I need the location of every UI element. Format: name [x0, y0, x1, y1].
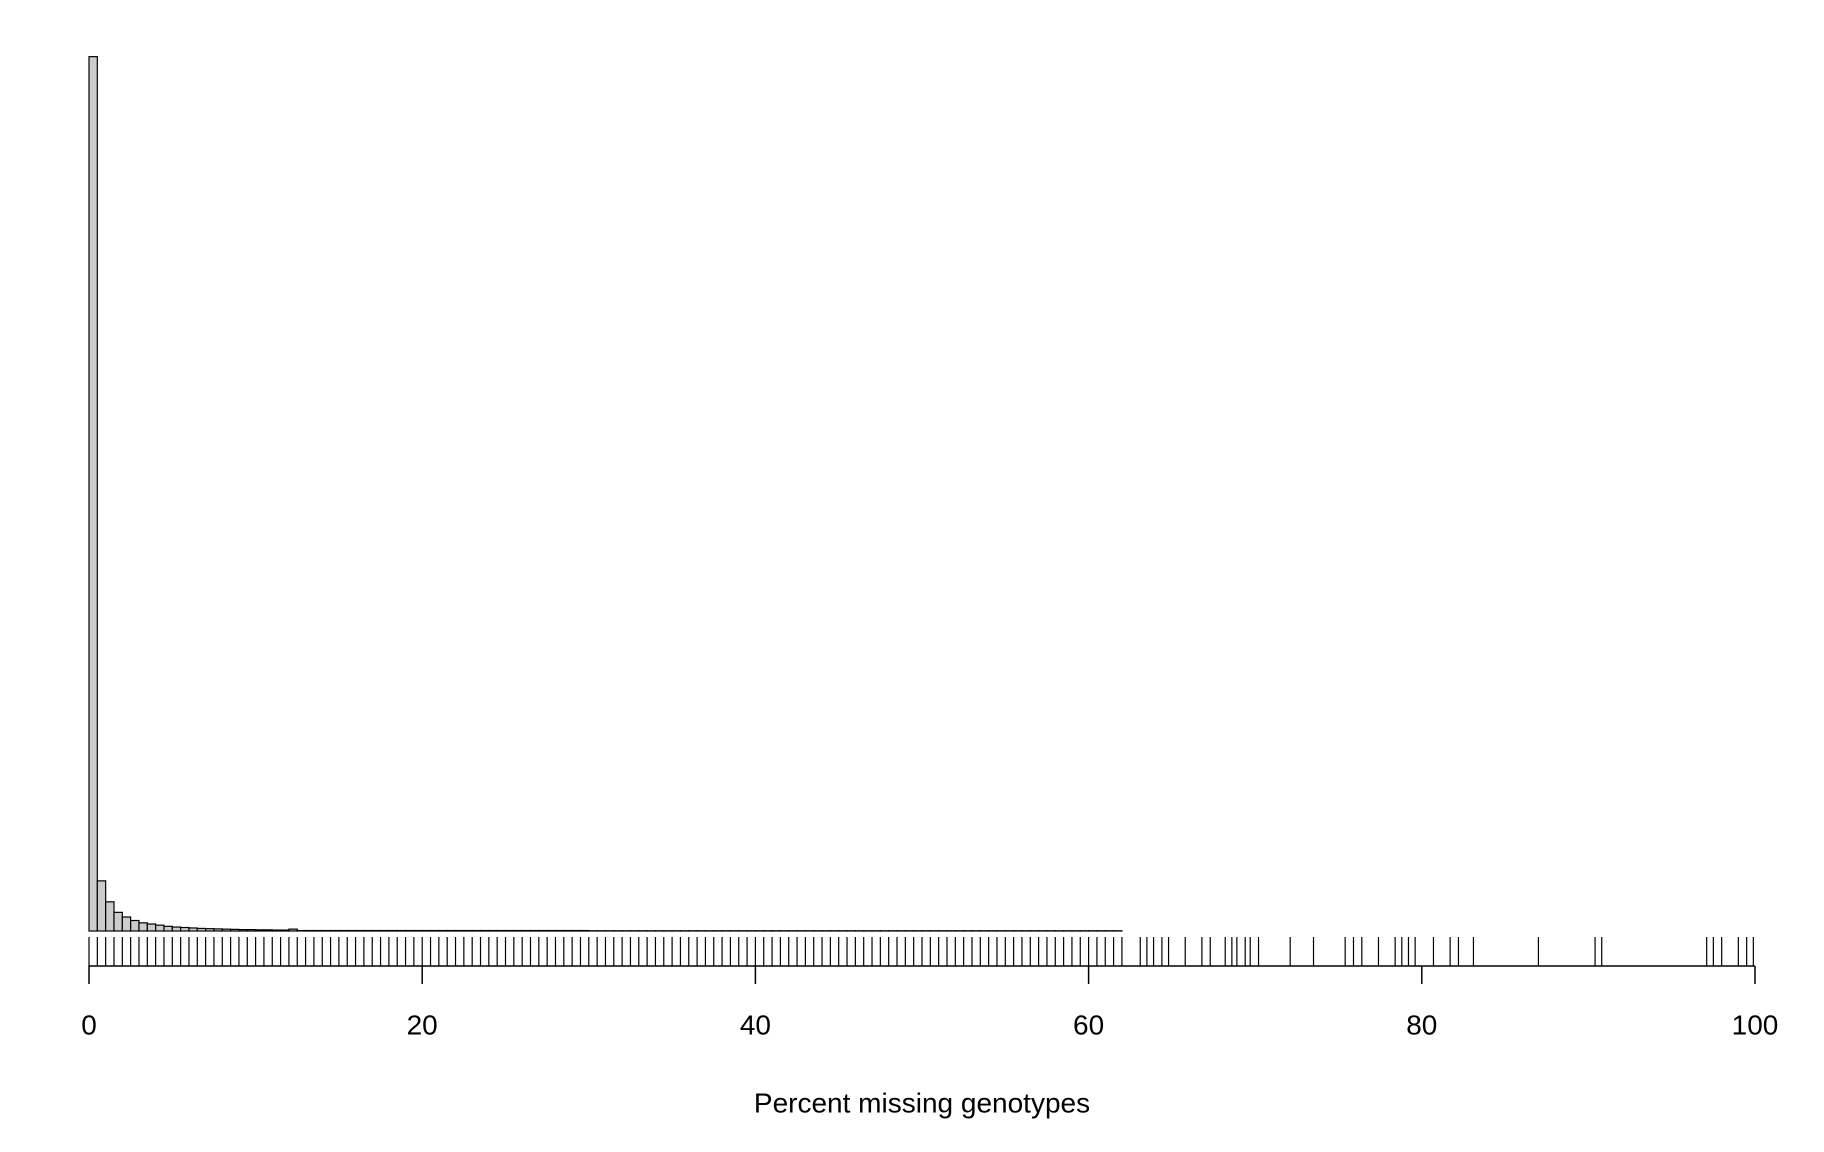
histogram-bar: [138, 922, 148, 932]
histogram-bar: [205, 928, 215, 932]
histogram-bar: [180, 926, 190, 932]
histogram-bar: [196, 927, 207, 932]
histogram-bar: [146, 923, 157, 932]
histogram-bar: [188, 927, 198, 932]
histogram-bar: [271, 929, 282, 932]
histogram-bar: [121, 916, 132, 932]
histogram-bar: [88, 56, 98, 932]
histogram-bar: [279, 929, 290, 932]
histogram-bar: [96, 880, 107, 932]
histogram-bar: [213, 928, 223, 932]
x-axis-label: Percent missing genotypes: [754, 1087, 1090, 1118]
histogram-bar: [230, 928, 240, 932]
x-tick-label: 40: [740, 1009, 771, 1040]
histogram-bar: [263, 929, 273, 932]
x-tick-label: 20: [407, 1009, 438, 1040]
x-tick-label: 100: [1732, 1009, 1779, 1040]
histogram-bar: [171, 926, 182, 932]
histogram-bar: [113, 911, 123, 932]
histogram-bar: [246, 929, 257, 932]
histogram-bar: [105, 901, 115, 932]
histogram-bar: [288, 928, 298, 932]
histogram-bar: [221, 928, 232, 932]
histogram-bar: [255, 929, 265, 932]
histogram-bar: [155, 924, 165, 932]
x-tick-label: 80: [1406, 1009, 1437, 1040]
x-tick-label: 60: [1073, 1009, 1104, 1040]
histogram-bar: [238, 929, 248, 932]
histogram-bar: [163, 925, 173, 932]
x-tick-label: 0: [81, 1009, 97, 1040]
histogram-bar: [130, 919, 140, 932]
